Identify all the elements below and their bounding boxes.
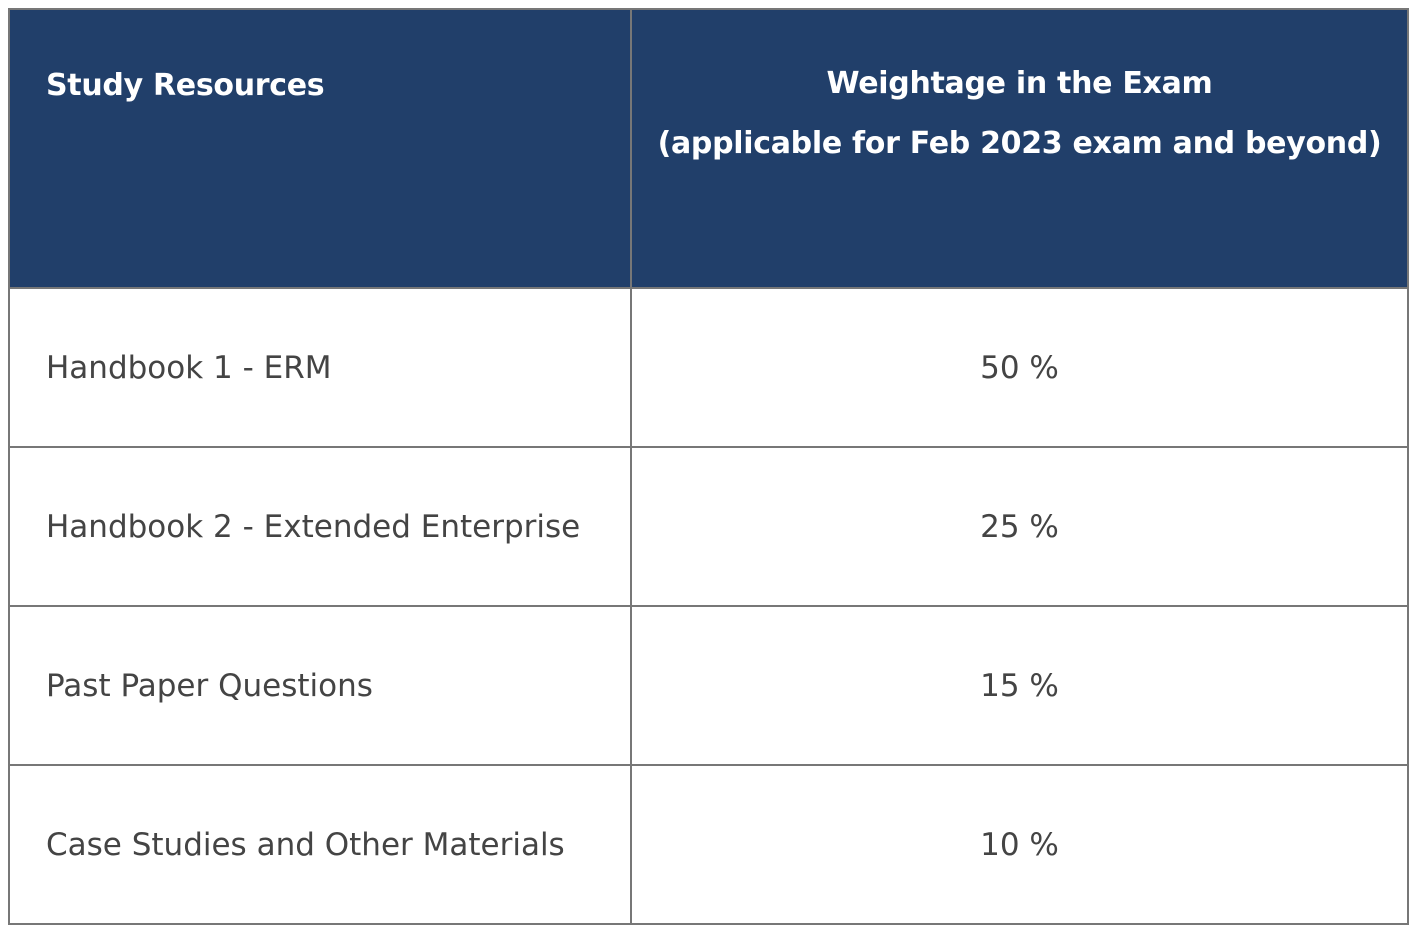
study-resources-header: Study Resources <box>8 8 632 289</box>
resource-cell: Handbook 2 - Extended Enterprise <box>8 446 632 607</box>
weight-cell: 25 % <box>630 446 1409 607</box>
weightage-header: Weightage in the Exam (applicable for Fe… <box>630 8 1409 289</box>
weight-cell: 50 % <box>630 287 1409 448</box>
resource-cell: Case Studies and Other Materials <box>8 764 632 925</box>
table-row: Past Paper Questions 15 % <box>8 605 1409 766</box>
table-header-row: Study Resources Weightage in the Exam (a… <box>8 8 1409 289</box>
table-row: Handbook 1 - ERM 50 % <box>8 287 1409 448</box>
resource-cell: Past Paper Questions <box>8 605 632 766</box>
weightage-header-subtitle: (applicable for Feb 2023 exam and beyond… <box>657 126 1382 161</box>
weightage-table: Study Resources Weightage in the Exam (a… <box>8 8 1409 925</box>
weight-cell: 10 % <box>630 764 1409 925</box>
table-row: Handbook 2 - Extended Enterprise 25 % <box>8 446 1409 607</box>
weightage-header-title: Weightage in the Exam <box>826 66 1213 101</box>
table-row: Case Studies and Other Materials 10 % <box>8 764 1409 925</box>
resource-cell: Handbook 1 - ERM <box>8 287 632 448</box>
weight-cell: 15 % <box>630 605 1409 766</box>
study-resources-header-text: Study Resources <box>46 68 325 103</box>
